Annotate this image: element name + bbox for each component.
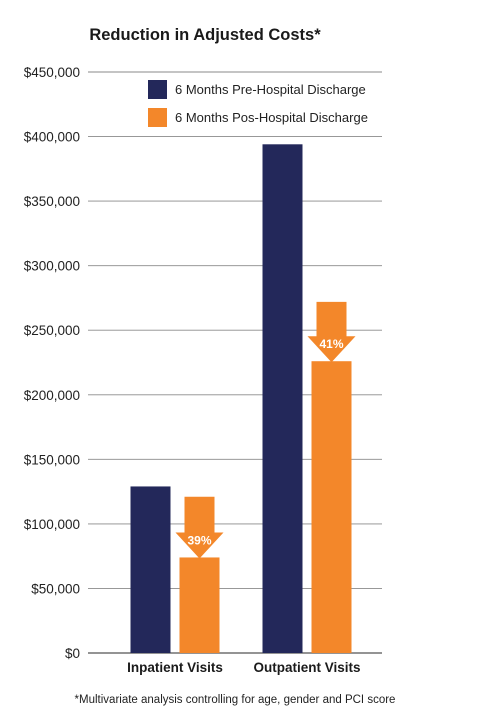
bars xyxy=(130,144,352,653)
reduction-annotations: 39% 41% xyxy=(175,301,356,559)
y-axis: $0 $50,000 $100,000 $150,000 $200,000 $250,00… xyxy=(24,65,80,661)
y-tick-label: $300,000 xyxy=(24,259,80,274)
x-category-label: Outpatient Visits xyxy=(253,660,360,675)
bar-pre-0 xyxy=(130,486,171,653)
legend: 6 Months Pre-Hospital Discharge 6 Months … xyxy=(148,80,368,127)
y-tick-label: $400,000 xyxy=(24,130,80,145)
legend-swatch xyxy=(148,108,167,127)
legend-label: 6 Months Pos-Hospital Discharge xyxy=(175,110,368,125)
y-tick-label: $450,000 xyxy=(24,65,80,80)
bar-pre-1 xyxy=(262,144,303,653)
reduction-label: 39% xyxy=(187,533,211,547)
chart-title: Reduction in Adjusted Costs* xyxy=(89,26,321,44)
reduction-arrow-1 xyxy=(307,301,356,363)
legend-label: 6 Months Pre-Hospital Discharge xyxy=(175,82,366,97)
y-tick-label: $150,000 xyxy=(24,452,80,467)
y-tick-label: $200,000 xyxy=(24,388,80,403)
x-axis: Inpatient Visits Outpatient Visits xyxy=(127,660,360,675)
reduction-arrow-0 xyxy=(175,496,224,559)
y-tick-label: $0 xyxy=(65,646,80,661)
y-tick-label: $100,000 xyxy=(24,517,80,532)
bar-post-0 xyxy=(179,557,220,653)
footnote: *Multivariate analysis controlling for a… xyxy=(75,694,396,706)
y-tick-label: $250,000 xyxy=(24,323,80,338)
legend-swatch xyxy=(148,80,167,99)
x-category-label: Inpatient Visits xyxy=(127,660,223,675)
bar-post-1 xyxy=(311,361,352,653)
y-tick-label: $350,000 xyxy=(24,194,80,209)
y-tick-label: $50,000 xyxy=(31,581,80,596)
reduction-label: 41% xyxy=(319,337,343,351)
